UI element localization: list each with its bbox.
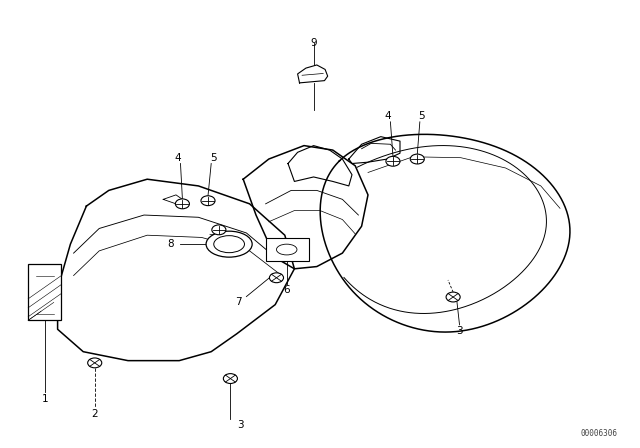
Text: 8: 8 [167, 239, 173, 249]
Text: 1: 1 [42, 394, 48, 404]
Text: 3: 3 [237, 420, 243, 430]
FancyBboxPatch shape [28, 264, 61, 320]
Text: 7: 7 [236, 297, 242, 307]
Circle shape [446, 292, 460, 302]
Circle shape [386, 156, 400, 166]
Text: 6: 6 [284, 285, 290, 295]
Text: 5: 5 [418, 111, 424, 121]
Text: 4: 4 [175, 153, 181, 163]
Circle shape [223, 374, 237, 383]
Text: 3: 3 [456, 326, 463, 336]
Text: 9: 9 [310, 38, 317, 47]
Text: 4: 4 [385, 111, 391, 121]
FancyBboxPatch shape [266, 238, 309, 261]
Polygon shape [298, 65, 328, 83]
Circle shape [212, 225, 226, 235]
Circle shape [201, 196, 215, 206]
Circle shape [269, 273, 284, 283]
Text: 2: 2 [92, 409, 98, 419]
Circle shape [88, 358, 102, 368]
Circle shape [410, 154, 424, 164]
Ellipse shape [206, 231, 252, 257]
Text: 5: 5 [210, 153, 216, 163]
Circle shape [175, 199, 189, 209]
Text: 00006306: 00006306 [580, 429, 618, 438]
